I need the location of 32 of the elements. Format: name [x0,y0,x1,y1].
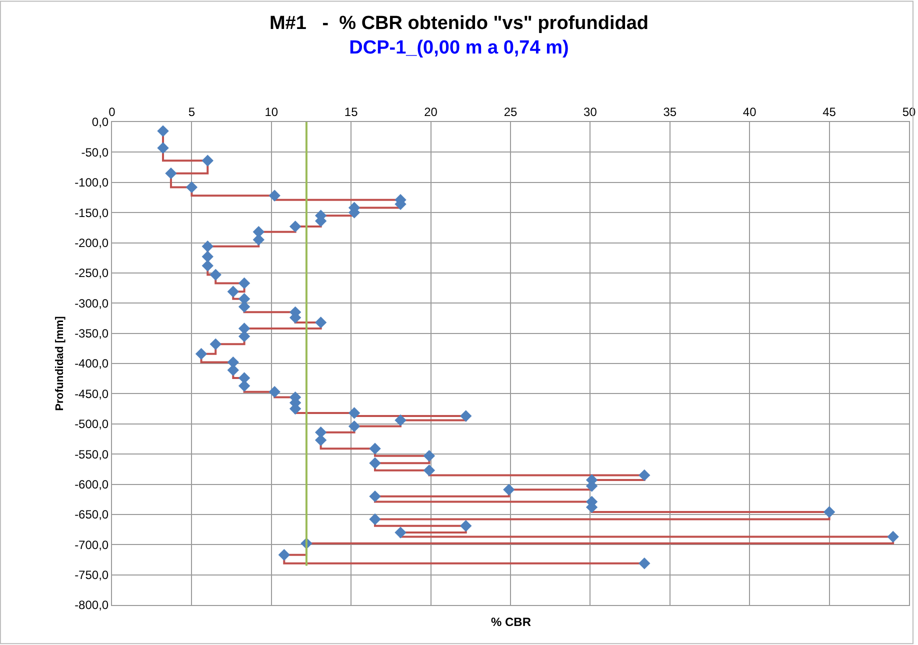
y-tick-label: -500,0 [74,417,109,432]
y-tick-label: -150,0 [74,206,109,220]
x-tick-label: 15 [344,105,358,120]
y-tick-label: -450,0 [74,386,109,401]
y-tick-label: -550,0 [74,447,109,462]
y-tick-label: -750,0 [74,568,109,582]
x-tick-label: 5 [188,105,196,120]
x-tick-label: 45 [822,105,836,120]
y-tick-label: 0,0 [92,115,109,130]
x-tick-label: 40 [742,105,757,120]
y-tick-label: -800,0 [74,598,109,612]
chart-subtitle: DCP-1_(0,00 m a 0,74 m) [349,38,569,59]
y-tick-label: -50,0 [81,145,109,160]
x-tick-label: 0 [108,105,116,120]
x-tick-label: 35 [663,105,677,120]
x-tick-label: 50 [902,105,916,120]
y-axis-title: Profundidad [mm] [54,316,66,411]
y-tick-label: -600,0 [74,477,109,492]
y-tick-label: -200,0 [74,236,109,250]
x-tick-label: 10 [264,105,278,120]
x-tick-label: 30 [584,105,598,120]
y-tick-label: -250,0 [74,266,109,280]
y-tick-label: -300,0 [74,296,109,310]
chart-title: M#1 - % CBR obtenido "vs" profundidad [269,13,649,34]
x-tick-label: 25 [504,105,518,120]
y-tick-label: -700,0 [74,538,109,552]
x-tick-label: 20 [424,105,438,120]
x-axis-title: % CBR [491,615,532,629]
y-tick-label: -350,0 [74,326,109,341]
y-tick-label: -100,0 [74,176,109,190]
y-tick-label: -400,0 [74,356,109,371]
y-tick-label: -650,0 [74,508,109,522]
